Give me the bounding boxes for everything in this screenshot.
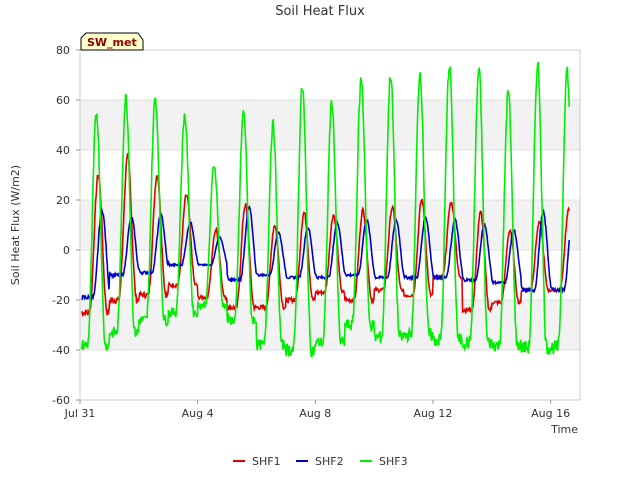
legend-label: SHF1 <box>252 455 281 468</box>
x-tick-label: Aug 12 <box>413 407 452 420</box>
x-axis-label: Time <box>550 423 578 436</box>
x-tick-label: Jul 31 <box>64 407 96 420</box>
y-tick-label: 40 <box>56 144 70 157</box>
y-axis-ticks: -60 -40 -20 0 20 40 60 80 <box>52 44 80 407</box>
y-tick-label: -20 <box>52 294 70 307</box>
y-tick-label: 0 <box>63 244 70 257</box>
grid-band <box>80 300 580 350</box>
legend-item-shf3: SHF3 <box>360 455 408 468</box>
legend-item-shf2: SHF2 <box>296 455 344 468</box>
y-tick-label: 80 <box>56 44 70 57</box>
legend-label: SHF2 <box>315 455 344 468</box>
chart-title: Soil Heat Flux <box>275 4 365 19</box>
y-tick-label: -40 <box>52 344 70 357</box>
x-tick-label: Aug 16 <box>531 407 570 420</box>
x-tick-label: Aug 4 <box>182 407 214 420</box>
station-badge: SW_met <box>80 32 144 51</box>
y-tick-label: -60 <box>52 394 70 407</box>
legend-item-shf1: SHF1 <box>233 455 281 468</box>
station-badge-shape <box>80 32 144 51</box>
y-axis-label: Soil Heat Flux (W/m2) <box>9 165 22 285</box>
series-lines <box>80 61 570 358</box>
series-line-shf3 <box>80 61 570 358</box>
x-axis-ticks: Jul 31 Aug 4 Aug 8 Aug 12 Aug 16 <box>64 400 570 420</box>
x-tick-label: Aug 8 <box>299 407 331 420</box>
station-badge-label: SW_met <box>87 36 137 49</box>
grid-lines <box>79 49 581 401</box>
legend: SHF1 SHF2 SHF3 <box>233 455 408 468</box>
legend-label: SHF3 <box>379 455 408 468</box>
y-tick-label: 20 <box>56 194 70 207</box>
plot-border <box>79 49 581 401</box>
y-tick-label: 60 <box>56 94 70 107</box>
